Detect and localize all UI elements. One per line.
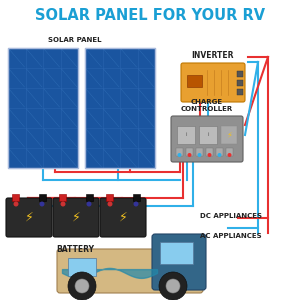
Text: ⚡: ⚡	[72, 211, 80, 224]
Bar	[59, 194, 66, 201]
Text: i: i	[207, 133, 209, 137]
Bar	[8, 48, 78, 168]
Circle shape	[134, 202, 139, 206]
Circle shape	[86, 202, 92, 206]
Text: SOLAR PANEL: SOLAR PANEL	[48, 37, 102, 43]
Bar	[68, 258, 96, 276]
Text: CHARGE
CONTROLLER: CHARGE CONTROLLER	[181, 98, 233, 112]
Circle shape	[107, 202, 112, 206]
Bar	[176, 148, 183, 156]
Bar	[86, 194, 93, 201]
Bar	[237, 71, 243, 77]
Bar	[39, 194, 46, 201]
Circle shape	[159, 272, 187, 300]
Text: ⚡: ⚡	[118, 211, 127, 224]
Bar	[199, 126, 217, 144]
FancyBboxPatch shape	[181, 63, 245, 102]
Circle shape	[75, 279, 89, 293]
Circle shape	[166, 279, 180, 293]
Circle shape	[188, 153, 191, 157]
Text: INVERTER: INVERTER	[192, 51, 234, 60]
Bar	[216, 148, 223, 156]
Bar	[196, 148, 203, 156]
FancyBboxPatch shape	[171, 116, 243, 162]
Circle shape	[197, 153, 202, 157]
FancyBboxPatch shape	[57, 249, 203, 293]
FancyBboxPatch shape	[53, 198, 99, 237]
Circle shape	[61, 202, 65, 206]
Bar	[106, 194, 113, 201]
Bar	[85, 48, 155, 168]
Circle shape	[218, 153, 221, 157]
FancyBboxPatch shape	[6, 198, 52, 237]
Text: AC APPLIANCES: AC APPLIANCES	[200, 233, 262, 239]
Bar	[221, 126, 237, 144]
Text: BATTERY: BATTERY	[56, 245, 94, 254]
Bar	[237, 89, 243, 95]
Bar	[226, 148, 233, 156]
Text: ⚡: ⚡	[25, 211, 33, 224]
Bar	[237, 80, 243, 86]
Text: ⚡: ⚡	[226, 130, 232, 140]
Text: SOLAR PANEL FOR YOUR RV: SOLAR PANEL FOR YOUR RV	[35, 8, 265, 23]
Circle shape	[14, 202, 19, 206]
Bar	[160, 242, 193, 264]
Circle shape	[208, 153, 212, 157]
Bar	[8, 48, 78, 168]
Circle shape	[227, 153, 232, 157]
FancyBboxPatch shape	[100, 198, 146, 237]
Text: DC APPLIANCES: DC APPLIANCES	[200, 213, 262, 219]
FancyBboxPatch shape	[152, 234, 206, 290]
Circle shape	[40, 202, 44, 206]
Bar	[85, 48, 155, 168]
Bar	[12, 194, 19, 201]
Text: i: i	[185, 133, 187, 137]
Circle shape	[178, 153, 182, 157]
Bar	[177, 126, 195, 144]
Bar	[133, 194, 140, 201]
Bar	[187, 75, 202, 87]
Bar	[186, 148, 193, 156]
Bar	[206, 148, 213, 156]
Circle shape	[68, 272, 96, 300]
